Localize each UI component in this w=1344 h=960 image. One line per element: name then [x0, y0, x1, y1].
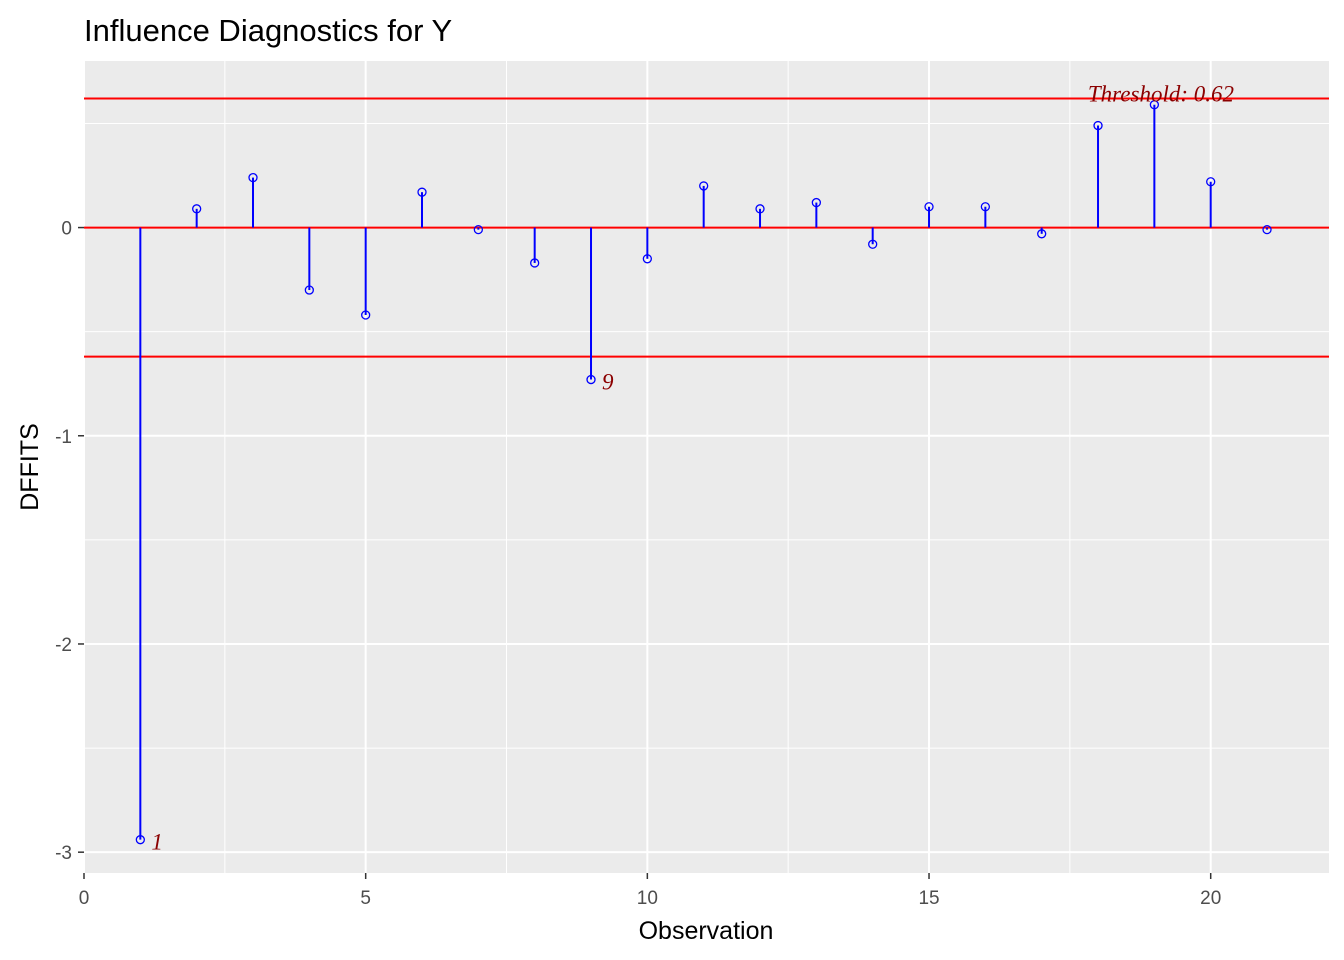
y-tick-label: -1: [55, 427, 72, 448]
data-point: [473, 224, 483, 235]
data-point: [924, 202, 934, 212]
data-point: [248, 172, 258, 183]
major-gridlines: [83, 61, 1329, 873]
y-tick-label: -2: [55, 635, 72, 656]
x-axis: 0 5 10 15 20: [79, 873, 1221, 909]
reference-lines: [84, 97, 1329, 358]
x-axis-title: Observation: [639, 917, 774, 945]
data-point: [642, 254, 652, 264]
data-point: [1093, 120, 1103, 131]
data-point: [1206, 177, 1216, 187]
x-tick-label: 10: [637, 888, 658, 909]
data-point: [304, 285, 314, 295]
data-point: [1262, 224, 1272, 235]
y-tick-label: 0: [61, 219, 72, 240]
minor-gridlines: [84, 61, 1329, 873]
y-axis-title: DFFITS: [16, 423, 44, 511]
data-point: [755, 204, 765, 214]
y-axis: -3 -2 -1 0: [55, 219, 84, 864]
data-point: [530, 258, 540, 268]
x-tick-label: 0: [79, 888, 90, 909]
data-point: [192, 204, 202, 214]
data-point: [1037, 229, 1047, 239]
chart-title: Influence Diagnostics for Y: [84, 13, 452, 48]
y-tick-label: -3: [55, 843, 72, 864]
data-point: [1149, 100, 1160, 110]
point-label: 1: [151, 830, 163, 855]
annotations: 1 9 Threshold: 0.62: [151, 81, 1234, 854]
data-point: [811, 197, 822, 208]
data-point: [980, 202, 991, 212]
data-point: [417, 187, 427, 197]
x-tick-label: 5: [360, 888, 371, 909]
x-tick-label: 20: [1200, 888, 1221, 909]
threshold-label: Threshold: 0.62: [1088, 81, 1234, 106]
points: [135, 100, 1272, 845]
point-label: 9: [602, 370, 614, 395]
data-point: [699, 181, 709, 191]
data-point: [586, 374, 596, 385]
data-point: [135, 835, 145, 845]
data-point: [868, 239, 878, 249]
plot-panel: [84, 61, 1329, 873]
data-point: [361, 310, 371, 320]
x-tick-label: 15: [918, 888, 939, 909]
